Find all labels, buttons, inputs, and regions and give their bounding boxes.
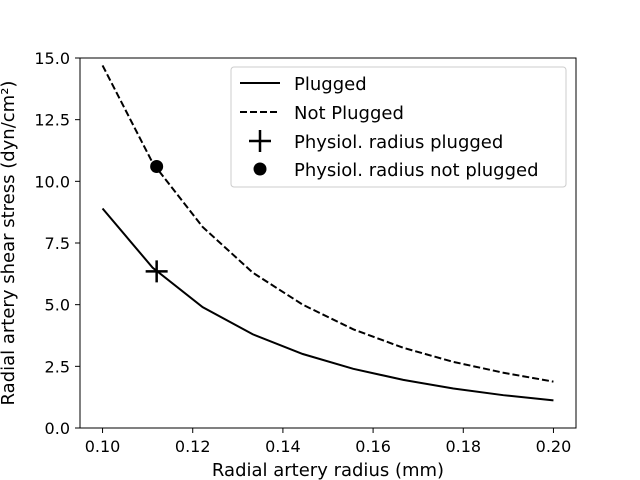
x-tick-label: 0.18 <box>445 437 481 456</box>
x-tick-label: 0.14 <box>265 437 301 456</box>
y-ticks: 0.0 2.5 5.0 7.5 10.0 12.5 15.0 <box>34 49 80 438</box>
marker-layer <box>145 160 168 283</box>
y-tick-label: 0.0 <box>45 419 70 438</box>
x-tick-label: 0.10 <box>85 437 121 456</box>
y-axis-label: Radial artery shear stress (dyn/cm²) <box>0 81 19 406</box>
y-tick-label: 12.5 <box>34 111 70 130</box>
legend-box <box>230 66 567 188</box>
y-tick-label: 7.5 <box>45 234 70 253</box>
x-axis-label: Radial artery radius (mm) <box>212 460 444 480</box>
y-tick-label: 2.5 <box>45 357 70 376</box>
x-tick-label: 0.16 <box>355 437 391 456</box>
marker-physiol-radius-not-plugged <box>150 160 164 174</box>
x-ticks: 0.10 0.12 0.14 0.16 0.18 0.20 <box>85 428 572 456</box>
y-tick-label: 10.0 <box>34 172 70 191</box>
legend: Plugged Not Plugged Physiol. radius plug… <box>230 66 567 188</box>
legend-physiol-plugged-label: Physiol. radius plugged <box>294 132 503 153</box>
legend-physiol-not-plugged-label: Physiol. radius not plugged <box>294 160 539 181</box>
legend-plugged-label: Plugged <box>294 74 367 95</box>
x-tick-label: 0.20 <box>536 437 572 456</box>
series-line-not-plugged <box>101 64 554 383</box>
series-layer <box>101 64 554 402</box>
y-tick-label: 15.0 <box>34 49 70 68</box>
legend-circle-marker <box>253 162 267 176</box>
marker-physiol-radius-plugged <box>145 260 168 283</box>
legend-not-plugged-label: Not Plugged <box>294 103 404 124</box>
legend-plus-marker <box>249 130 271 152</box>
y-tick-label: 5.0 <box>45 296 70 315</box>
series-line-plugged <box>101 207 554 402</box>
x-tick-label: 0.12 <box>175 437 211 456</box>
